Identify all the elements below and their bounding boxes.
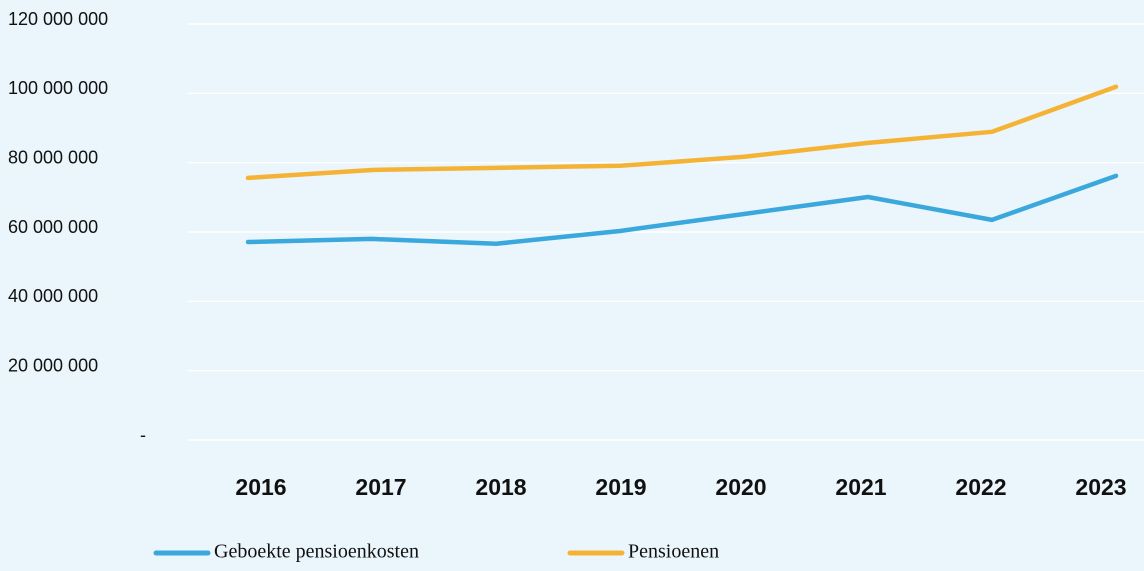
x-tick-label: 2019 [595, 474, 646, 500]
y-tick-label: 20 000 000 [8, 355, 98, 375]
x-tick-label: 2017 [355, 474, 406, 500]
x-tick-label: 2020 [715, 474, 766, 500]
x-tick-label: 2018 [475, 474, 526, 500]
x-tick-label: 2023 [1075, 474, 1126, 500]
series-line [245, 84, 1119, 181]
legend-label: Pensioenen [628, 541, 719, 563]
y-tick-label: 100 000 000 [8, 78, 108, 98]
legend-label: Geboekte pensioenkosten [214, 541, 419, 563]
x-tick-label: 2016 [235, 474, 286, 500]
y-tick-label: - [140, 425, 146, 445]
y-tick-label: 120 000 000 [8, 9, 108, 29]
y-tick-label: 40 000 000 [8, 286, 98, 306]
y-tick-label: 80 000 000 [8, 147, 98, 167]
x-tick-label: 2022 [955, 474, 1006, 500]
x-tick-label: 2021 [835, 474, 886, 500]
y-tick-label: 60 000 000 [8, 217, 98, 237]
series-line [245, 173, 1119, 247]
